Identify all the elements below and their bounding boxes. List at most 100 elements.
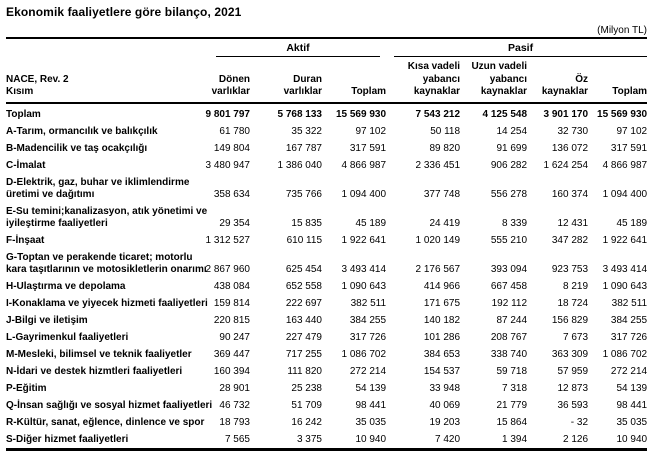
cell-kisa-vadeli-yabanci-kaynaklar: 171 675 [423, 297, 461, 309]
cell-duran-varliklar: 51 709 [291, 399, 322, 411]
row-label: H-Ulaştırma ve depolama [6, 280, 126, 292]
column-group-pasif: Pasif [386, 38, 648, 57]
cell-kisa-vadeli-yabanci-kaynaklar: 24 419 [429, 217, 461, 229]
cell-donen-varliklar: 358 634 [213, 188, 250, 200]
cell-duran-varliklar: 25 238 [291, 382, 322, 394]
cell-donen-varliklar: 160 394 [213, 365, 250, 377]
cell-uzun-vadeli-yabanci-kaynaklar: 1 394 [502, 433, 528, 445]
cell-oz-kaynaklar: 2 126 [563, 433, 589, 445]
balance-sheet-table: Aktif Pasif NACE, Rev. 2 Kısım Dönen var… [6, 37, 648, 451]
cell-kisa-vadeli-yabanci-kaynaklar: 101 286 [423, 331, 461, 343]
row-label: E-Su temini;kanalizasyon, atık yönetimi … [6, 205, 208, 229]
cell-donen-varliklar: 18 793 [219, 416, 250, 428]
cell-oz-kaynaklar: 8 219 [563, 280, 589, 292]
cell-aktif-toplam: 1 086 702 [341, 348, 387, 360]
table-row: B-Madencilik ve taş ocakçılığı 149 804 1… [6, 140, 647, 157]
cell-aktif-toplam: 317 591 [349, 142, 387, 154]
cell-pasif-toplam: 317 726 [610, 331, 648, 343]
cell-pasif-toplam: 45 189 [616, 217, 648, 229]
cell-kisa-vadeli-yabanci-kaynaklar: 140 182 [423, 314, 461, 326]
cell-duran-varliklar: 625 454 [285, 263, 322, 275]
cell-pasif-toplam: 97 102 [616, 125, 648, 137]
cell-uzun-vadeli-yabanci-kaynaklar: 4 125 548 [482, 108, 528, 120]
cell-pasif-toplam: 1 090 643 [602, 280, 648, 292]
cell-aktif-toplam: 10 940 [355, 433, 387, 445]
cell-kisa-vadeli-yabanci-kaynaklar: 50 118 [430, 125, 461, 137]
table-row: C-İmalat 3 480 947 1 386 040 4 866 987 2… [6, 157, 647, 174]
table-row: H-Ulaştırma ve depolama 438 084 652 558 … [6, 278, 647, 295]
table-row: R-Kültür, sanat, eğlence, dinlence ve sp… [6, 414, 647, 431]
cell-oz-kaynaklar: 347 282 [551, 234, 589, 246]
cell-kisa-vadeli-yabanci-kaynaklar: 7 420 [435, 433, 461, 445]
row-label: S-Diğer hizmet faaliyetleri [6, 433, 129, 445]
cell-aktif-toplam: 54 139 [355, 382, 387, 394]
row-label: N-İdari ve destek hizmtleri faaliyetleri [6, 365, 183, 377]
group-header-spacer [6, 38, 202, 57]
cell-kisa-vadeli-yabanci-kaynaklar: 2 336 451 [415, 159, 461, 171]
column-header-row: NACE, Rev. 2 Kısım Dönen varlıklar Duran… [6, 57, 648, 104]
cell-oz-kaynaklar: - 32 [570, 416, 589, 428]
cell-duran-varliklar: 610 115 [286, 234, 322, 246]
cell-duran-varliklar: 16 242 [291, 416, 322, 428]
table-row: P-Eğitim 28 901 25 238 54 139 33 948 7 3… [6, 380, 647, 397]
cell-kisa-vadeli-yabanci-kaynaklar: 154 537 [423, 365, 461, 377]
row-label: G-Toptan ve perakende ticaret; motorlu k… [6, 251, 207, 275]
cell-uzun-vadeli-yabanci-kaynaklar: 87 244 [496, 314, 528, 326]
cell-oz-kaynaklar: 32 730 [557, 125, 589, 137]
cell-aktif-toplam: 15 569 930 [335, 108, 387, 120]
table-row: S-Diğer hizmet faaliyetleri 7 565 3 375 … [6, 431, 647, 450]
cell-duran-varliklar: 222 697 [285, 297, 322, 309]
cell-aktif-toplam: 1 094 400 [341, 188, 387, 200]
table-row: G-Toptan ve perakende ticaret; motorlu k… [6, 249, 647, 278]
cell-uzun-vadeli-yabanci-kaynaklar: 59 718 [496, 365, 528, 377]
cell-uzun-vadeli-yabanci-kaynaklar: 555 210 [490, 234, 528, 246]
row-label: I-Konaklama ve yiyecek hizmeti faaliyetl… [6, 297, 208, 309]
cell-kisa-vadeli-yabanci-kaynaklar: 89 820 [429, 142, 461, 154]
cell-uzun-vadeli-yabanci-kaynaklar: 192 112 [491, 297, 528, 309]
cell-oz-kaynaklar: 36 593 [557, 399, 589, 411]
cell-oz-kaynaklar: 156 829 [551, 314, 589, 326]
table-row: Toplam 9 801 797 5 768 133 15 569 930 7 … [6, 103, 647, 124]
cell-donen-varliklar: 29 354 [219, 217, 250, 229]
cell-pasif-toplam: 35 035 [616, 416, 648, 428]
cell-donen-varliklar: 7 565 [224, 433, 250, 445]
cell-duran-varliklar: 15 835 [291, 217, 322, 229]
col-header-uzun-vadeli-yabanci-kaynaklar: Uzun vadeli yabancı kaynaklar [460, 57, 528, 104]
group-header-row: Aktif Pasif [6, 38, 648, 57]
cell-duran-varliklar: 163 440 [285, 314, 322, 326]
cell-uzun-vadeli-yabanci-kaynaklar: 21 779 [496, 399, 528, 411]
cell-uzun-vadeli-yabanci-kaynaklar: 556 278 [490, 188, 528, 200]
table-row: N-İdari ve destek hizmtleri faaliyetleri… [6, 363, 647, 380]
cell-pasif-toplam: 1 094 400 [602, 188, 648, 200]
row-label: P-Eğitim [6, 382, 47, 394]
cell-uzun-vadeli-yabanci-kaynaklar: 7 318 [502, 382, 528, 394]
cell-aktif-toplam: 1 922 641 [341, 234, 387, 246]
row-label: L-Gayrimenkul faaliyetleri [6, 331, 129, 343]
cell-oz-kaynaklar: 363 309 [551, 348, 589, 360]
cell-aktif-toplam: 4 866 987 [341, 159, 387, 171]
cell-oz-kaynaklar: 923 753 [551, 263, 589, 275]
row-label: J-Bilgi ve iletişim [6, 314, 88, 326]
cell-aktif-toplam: 317 726 [349, 331, 387, 343]
cell-duran-varliklar: 3 375 [296, 433, 322, 445]
cell-kisa-vadeli-yabanci-kaynaklar: 2 176 567 [415, 263, 461, 275]
table-row: J-Bilgi ve iletişim 220 815 163 440 384 … [6, 312, 647, 329]
cell-pasif-toplam: 272 214 [610, 365, 648, 377]
cell-donen-varliklar: 9 801 797 [205, 108, 251, 120]
cell-pasif-toplam: 15 569 930 [597, 108, 648, 120]
table-row: D-Elektrik, gaz, buhar ve iklimlendirme … [6, 174, 647, 203]
cell-aktif-toplam: 1 090 643 [341, 280, 387, 292]
cell-pasif-toplam: 54 139 [616, 382, 648, 394]
cell-duran-varliklar: 35 322 [291, 125, 322, 137]
cell-donen-varliklar: 438 084 [213, 280, 250, 292]
cell-pasif-toplam: 384 255 [610, 314, 648, 326]
row-label: R-Kültür, sanat, eğlence, dinlence ve sp… [6, 416, 205, 428]
cell-donen-varliklar: 28 901 [219, 382, 250, 394]
cell-donen-varliklar: 2 867 960 [205, 263, 251, 275]
cell-aktif-toplam: 97 102 [355, 125, 387, 137]
col-header-donen-varliklar: Dönen varlıklar [202, 57, 250, 104]
row-label: F-İnşaat [6, 234, 45, 246]
cell-kisa-vadeli-yabanci-kaynaklar: 19 203 [429, 416, 461, 428]
col-header-aktif-toplam: Toplam [322, 57, 387, 104]
col-header-kisa-vadeli-yabanci-kaynaklar: Kısa vadeli yabancı kaynaklar [386, 57, 461, 104]
